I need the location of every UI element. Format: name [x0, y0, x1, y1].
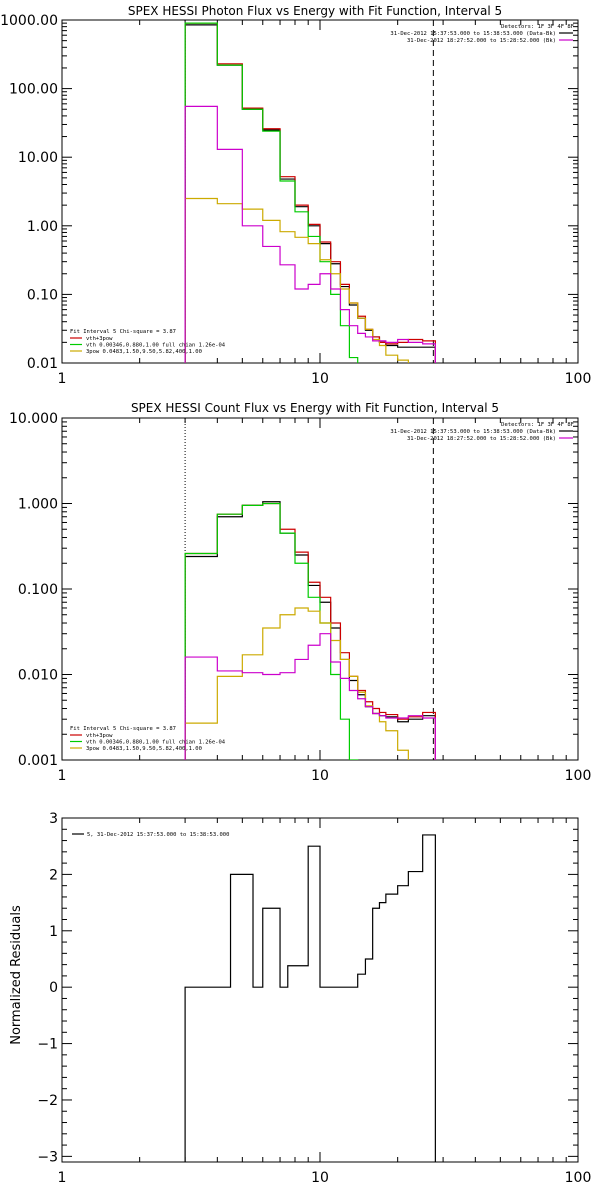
y-tick-label: −2 — [37, 1093, 58, 1109]
legend-detectors: Detectors: 1F 3F 4F 8F — [501, 422, 574, 428]
legend-entry-text: 3pow 0.0483,1.50,9.50,5.82,400,1.00 — [86, 746, 202, 752]
series-line-bk — [184, 105, 436, 363]
x-tick-label: 100 — [565, 371, 592, 387]
y-tick-label: 1.000 — [18, 497, 58, 513]
photon-flux-panel: SPEX HESSI Photon Flux vs Energy with Fi… — [0, 4, 592, 387]
y-tick-label: 1.00 — [27, 219, 58, 235]
legend-entry-text: vth 0.00346,0.880,1.00 full chian 1.26e-… — [86, 343, 226, 349]
x-tick-label: 10 — [311, 1170, 329, 1186]
series-line-3pow — [184, 607, 409, 760]
plot-frame — [61, 19, 579, 364]
legend-entry-text: 31-Dec-2012 15:37:53.000 to 15:38:53.000… — [390, 429, 556, 435]
series-line-bk — [184, 633, 436, 760]
series-line-3pow — [184, 197, 409, 363]
legend-entry-text: 5, 31-Dec-2012 15:37:53.000 to 15:38:53.… — [87, 832, 229, 838]
x-tick-label: 1 — [58, 1170, 67, 1186]
legend-fit-interval: Fit Interval 5 Chi-square = 3.87 — [70, 329, 176, 335]
legend-fit-interval: Fit Interval 5 Chi-square = 3.87 — [70, 726, 176, 732]
series-group — [184, 501, 436, 760]
count-flux-panel: SPEX HESSI Count Flux vs Energy with Fit… — [9, 401, 592, 784]
x-tick-label: 100 — [565, 768, 592, 784]
x-tick-label: 10 — [311, 768, 329, 784]
y-tick-label: 10.00 — [18, 150, 58, 166]
y-tick-label: −3 — [37, 1149, 58, 1165]
y-tick-label: 1000.00 — [0, 13, 58, 29]
x-tick-label: 1 — [58, 768, 67, 784]
y-tick-label: 3 — [49, 811, 58, 827]
y-tick-label: 0 — [49, 980, 58, 996]
y-tick-label: 0.010 — [18, 668, 58, 684]
legend-entry-text: 31-Dec-2012 15:37:53.000 to 15:38:53.000… — [390, 31, 556, 37]
legend-entry-text: 31-Dec-2012 18:27:52.000 to 15:28:52.000… — [407, 38, 556, 44]
x-tick-label: 1 — [58, 371, 67, 387]
residuals-panel: Normalized Residuals 1 10 100 −3 −2 −1 0 1 2 3 5, … — [9, 811, 592, 1186]
legend-entry-text: vth+3pow — [86, 336, 113, 342]
legend-entry-text: 31-Dec-2012 18:27:52.000 to 15:28:52.000… — [407, 436, 556, 442]
y-tick-label: 0.01 — [27, 356, 58, 372]
y-tick-label: 0.100 — [18, 582, 58, 598]
series-group — [184, 834, 436, 1162]
y-tick-label: 2 — [49, 867, 58, 883]
y-tick-label: 0.001 — [18, 753, 58, 769]
series-line-vth — [184, 22, 359, 363]
x-tick-label: 100 — [565, 1170, 592, 1186]
series-line-vth — [184, 502, 359, 760]
legend-entry-text: vth 0.00346,0.880,1.00 full chian 1.26e-… — [86, 740, 226, 746]
x-tick-label: 10 — [311, 371, 329, 387]
count-flux-title: SPEX HESSI Count Flux vs Energy with Fit… — [131, 401, 499, 415]
series-line-residuals — [184, 834, 436, 1162]
y-tick-label: −1 — [37, 1037, 58, 1053]
y-tick-label: 0.10 — [27, 287, 58, 303]
series-line-data-bk — [184, 24, 436, 363]
series-group — [184, 22, 436, 363]
series-line-vth-3pow — [184, 22, 436, 363]
legend-detectors: Detectors: 1F 3F 4F 8F — [501, 24, 574, 30]
legend-entry-text: 3pow 0.0483,1.50,9.50,5.82,400,1.00 — [86, 349, 202, 355]
y-tick-label: 10.000 — [9, 411, 58, 427]
y-tick-label: 1 — [49, 924, 58, 940]
photon-flux-title: SPEX HESSI Photon Flux vs Energy with Fi… — [128, 4, 502, 18]
legend-entry-text: vth+3pow — [86, 733, 113, 739]
y-tick-label: 100.00 — [9, 82, 58, 98]
residuals-ylabel: Normalized Residuals — [9, 905, 24, 1045]
